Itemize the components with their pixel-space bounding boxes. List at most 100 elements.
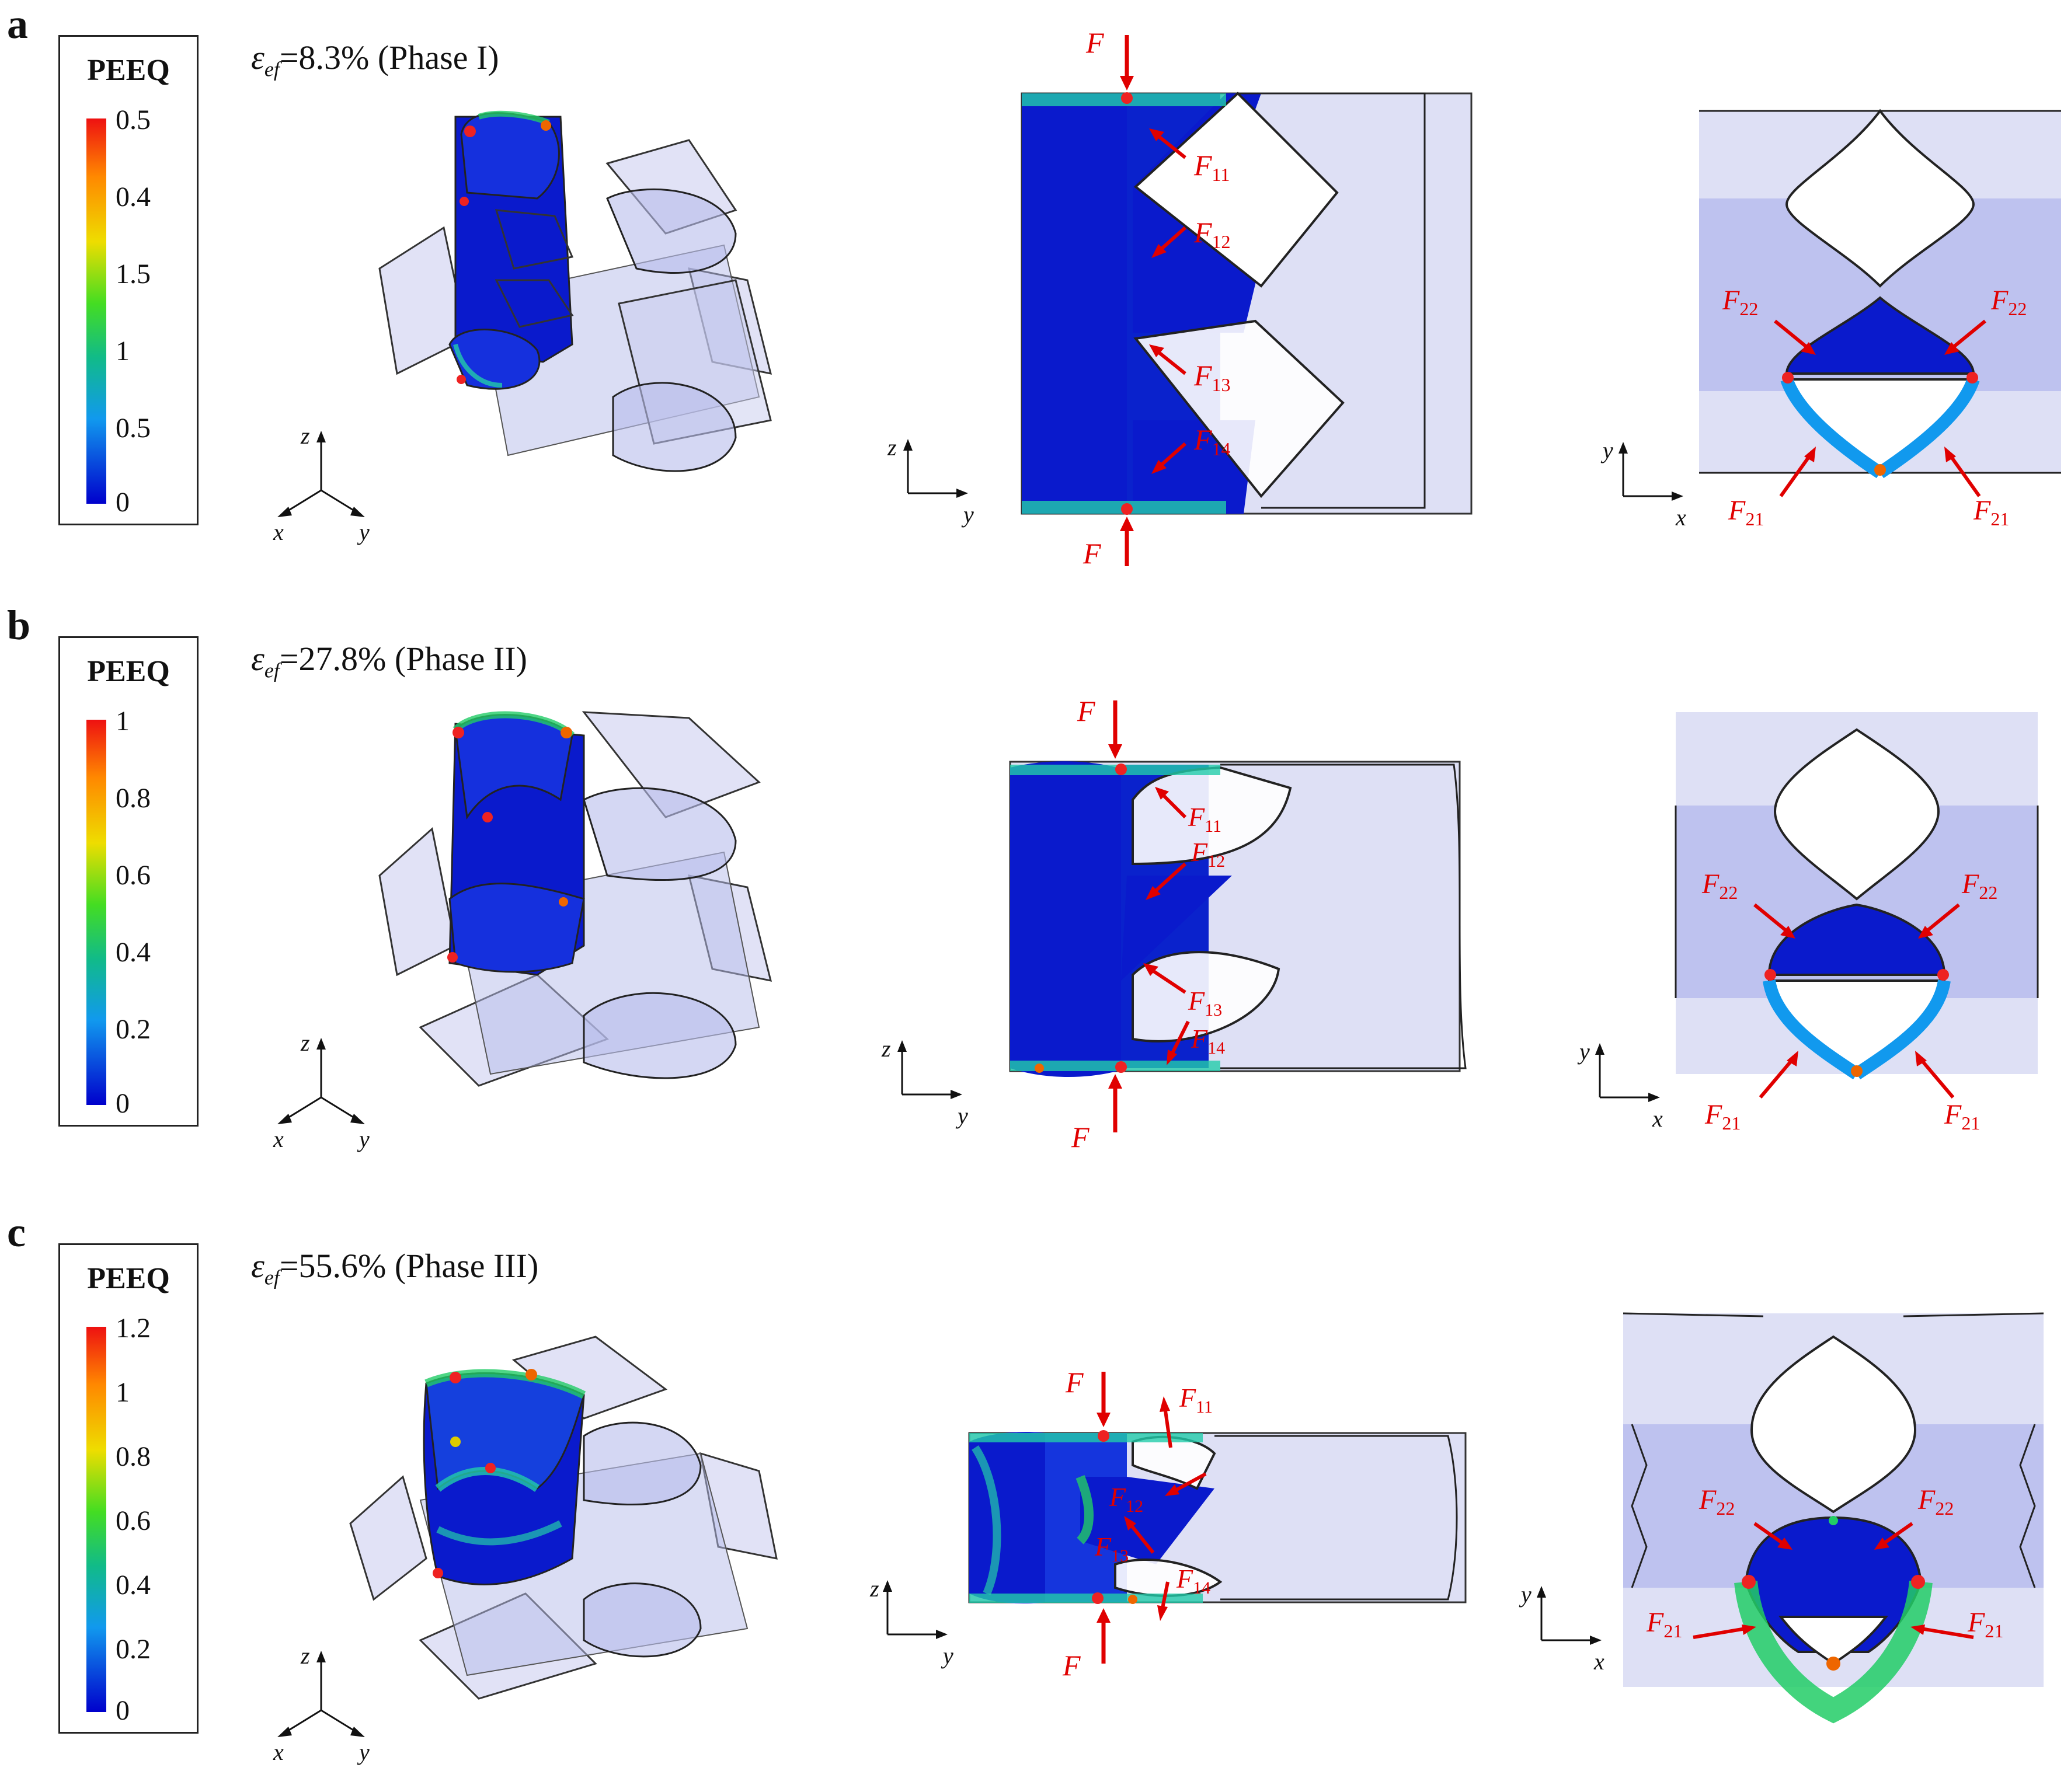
axis-y-label: y [961, 501, 974, 528]
legend-tick: 1 [116, 1377, 130, 1408]
legend-tick: 0.6 [116, 1505, 151, 1536]
strain-subscript: ef [264, 57, 280, 81]
top-model: F22 F22 F21 F21 y x [1577, 712, 2039, 1134]
side-view: F F F11 F12 F13 F14 z y [876, 18, 1489, 578]
legend-colorbar [86, 118, 106, 504]
force-F11: F11 [1193, 149, 1230, 185]
force-F13: F13 [1094, 1532, 1129, 1566]
isometric-model [378, 110, 772, 472]
axis-y-label: y [357, 1739, 370, 1765]
force-F14: F14 [1191, 1024, 1225, 1058]
isometric-view: z x y [273, 700, 829, 1152]
legend-colorbar [86, 1327, 106, 1712]
axis-y-label: y [941, 1643, 953, 1669]
force-F12: F12 [1193, 216, 1231, 252]
strain-value: =8.3% (Phase I) [279, 39, 499, 76]
legend-tick: 0.8 [116, 1441, 151, 1472]
iso-axis-triad: z x y [273, 1643, 370, 1765]
legend-tick: 0.4 [116, 937, 151, 968]
force-F22-left: F22 [1698, 1484, 1735, 1519]
panel-letter: c [7, 1209, 26, 1256]
iso-axis-triad: z x y [273, 423, 370, 545]
legend-tick: 0 [116, 1695, 130, 1726]
legend-tick: 0 [116, 1088, 130, 1119]
legend-tick: 0.6 [116, 860, 151, 891]
strain-symbol: ε [251, 640, 264, 678]
force-F14: F14 [1176, 1564, 1210, 1598]
force-F21-left: F21 [1646, 1607, 1682, 1641]
legend-colorbar [86, 720, 106, 1105]
peeq-legend: PEEQ 1 0.8 0.6 0.4 0.2 0 [58, 636, 199, 1127]
panel-letter: b [7, 602, 31, 649]
strain-label: εef=55.6% (Phase III) [251, 1246, 538, 1290]
strain-label: εef=8.3% (Phase I) [251, 38, 499, 82]
side-model: F F F11 F12 F13 F14 z y [881, 695, 1467, 1153]
strain-value: =55.6% (Phase III) [279, 1247, 539, 1285]
legend-tick: 0.5 [116, 413, 151, 444]
force-F22-left: F22 [1701, 869, 1738, 903]
top-view: F22 F22 F21 F21 y x [1576, 88, 2067, 543]
panel-letter: a [7, 1, 28, 47]
axis-x-label: x [273, 1126, 284, 1152]
axis-z-label: z [300, 423, 310, 449]
force-F12: F12 [1109, 1482, 1143, 1516]
isometric-view: z x y [273, 1336, 841, 1765]
legend-tick: 0.2 [116, 1634, 151, 1665]
legend-tick: 0 [116, 487, 130, 518]
peeq-legend: PEEQ 0.5 0.4 1.5 1 0.5 0 [58, 35, 199, 525]
top-model: F22 F22 F21 F21 y x [1519, 1312, 2044, 1724]
force-F11: F11 [1179, 1383, 1213, 1417]
top-view: F22 F22 F21 F21 y x [1506, 1312, 2067, 1780]
force-F21-right: F21 [1967, 1607, 2003, 1641]
isometric-model [349, 1336, 778, 1700]
strain-subscript: ef [264, 658, 280, 682]
side-view: F F F11 F12 F13 F14 z y [869, 1331, 1489, 1774]
force-F14: F14 [1193, 423, 1231, 459]
force-F21-right: F21 [1944, 1099, 1980, 1134]
force-F21-right: F21 [1973, 495, 2009, 529]
legend-tick: 0.4 [116, 1570, 151, 1601]
force-F-bottom: F [1083, 537, 1101, 570]
legend-title: PEEQ [87, 655, 170, 688]
legend-title: PEEQ [87, 54, 170, 87]
legend-tick: 0.8 [116, 783, 151, 814]
axis-y-label: y [1577, 1038, 1590, 1065]
force-F13: F13 [1193, 359, 1231, 395]
force-F21-left: F21 [1728, 495, 1764, 529]
force-F13: F13 [1188, 986, 1222, 1020]
top-model: F22 F22 F21 F21 y x [1600, 109, 2061, 531]
strain-label: εef=27.8% (Phase II) [251, 639, 527, 683]
strain-symbol: ε [251, 39, 264, 76]
side-view: F F F11 F12 F13 F14 z y [870, 619, 1483, 1179]
force-F-top: F [1085, 26, 1104, 59]
isometric-view: z x y [273, 93, 829, 545]
top-view: F22 F22 F21 F21 y x [1553, 700, 2067, 1156]
force-F21-left: F21 [1704, 1099, 1741, 1134]
axis-x-label: x [1675, 504, 1686, 531]
axis-y-label: y [1519, 1581, 1532, 1608]
axis-y-label: y [357, 1126, 370, 1152]
force-F22-right: F22 [1990, 285, 2027, 319]
legend-tick: 1 [116, 706, 130, 737]
axis-x-label: x [273, 1739, 284, 1765]
axis-z-label: z [869, 1575, 879, 1602]
axis-y-label: y [357, 519, 370, 545]
force-F-top: F [1077, 695, 1095, 727]
axis-x-label: x [1593, 1648, 1604, 1675]
panel-c: c PEEQ 1.2 1 0.8 0.6 0.4 0.2 0 εef=55.6%… [0, 1208, 2071, 1792]
force-F22-right: F22 [1917, 1484, 1954, 1519]
panel-b: b PEEQ 1 0.8 0.6 0.4 0.2 0 εef=27.8% (Ph… [0, 601, 2071, 1185]
legend-tick: 1 [116, 336, 130, 367]
force-F22-left: F22 [1722, 285, 1758, 319]
axis-y-label: y [955, 1103, 968, 1129]
axis-z-label: z [887, 434, 897, 461]
axis-x-label: x [273, 519, 284, 545]
axis-z-label: z [300, 1030, 310, 1056]
legend-tick: 0.2 [116, 1014, 151, 1045]
legend-tick: 0.5 [116, 104, 151, 135]
force-F12: F12 [1191, 837, 1225, 871]
legend-tick: 1.5 [116, 259, 151, 290]
iso-axis-triad: z x y [273, 1030, 370, 1152]
force-F11: F11 [1188, 802, 1221, 836]
side-model: F F F11 F12 F13 F14 z y [869, 1366, 1467, 1682]
